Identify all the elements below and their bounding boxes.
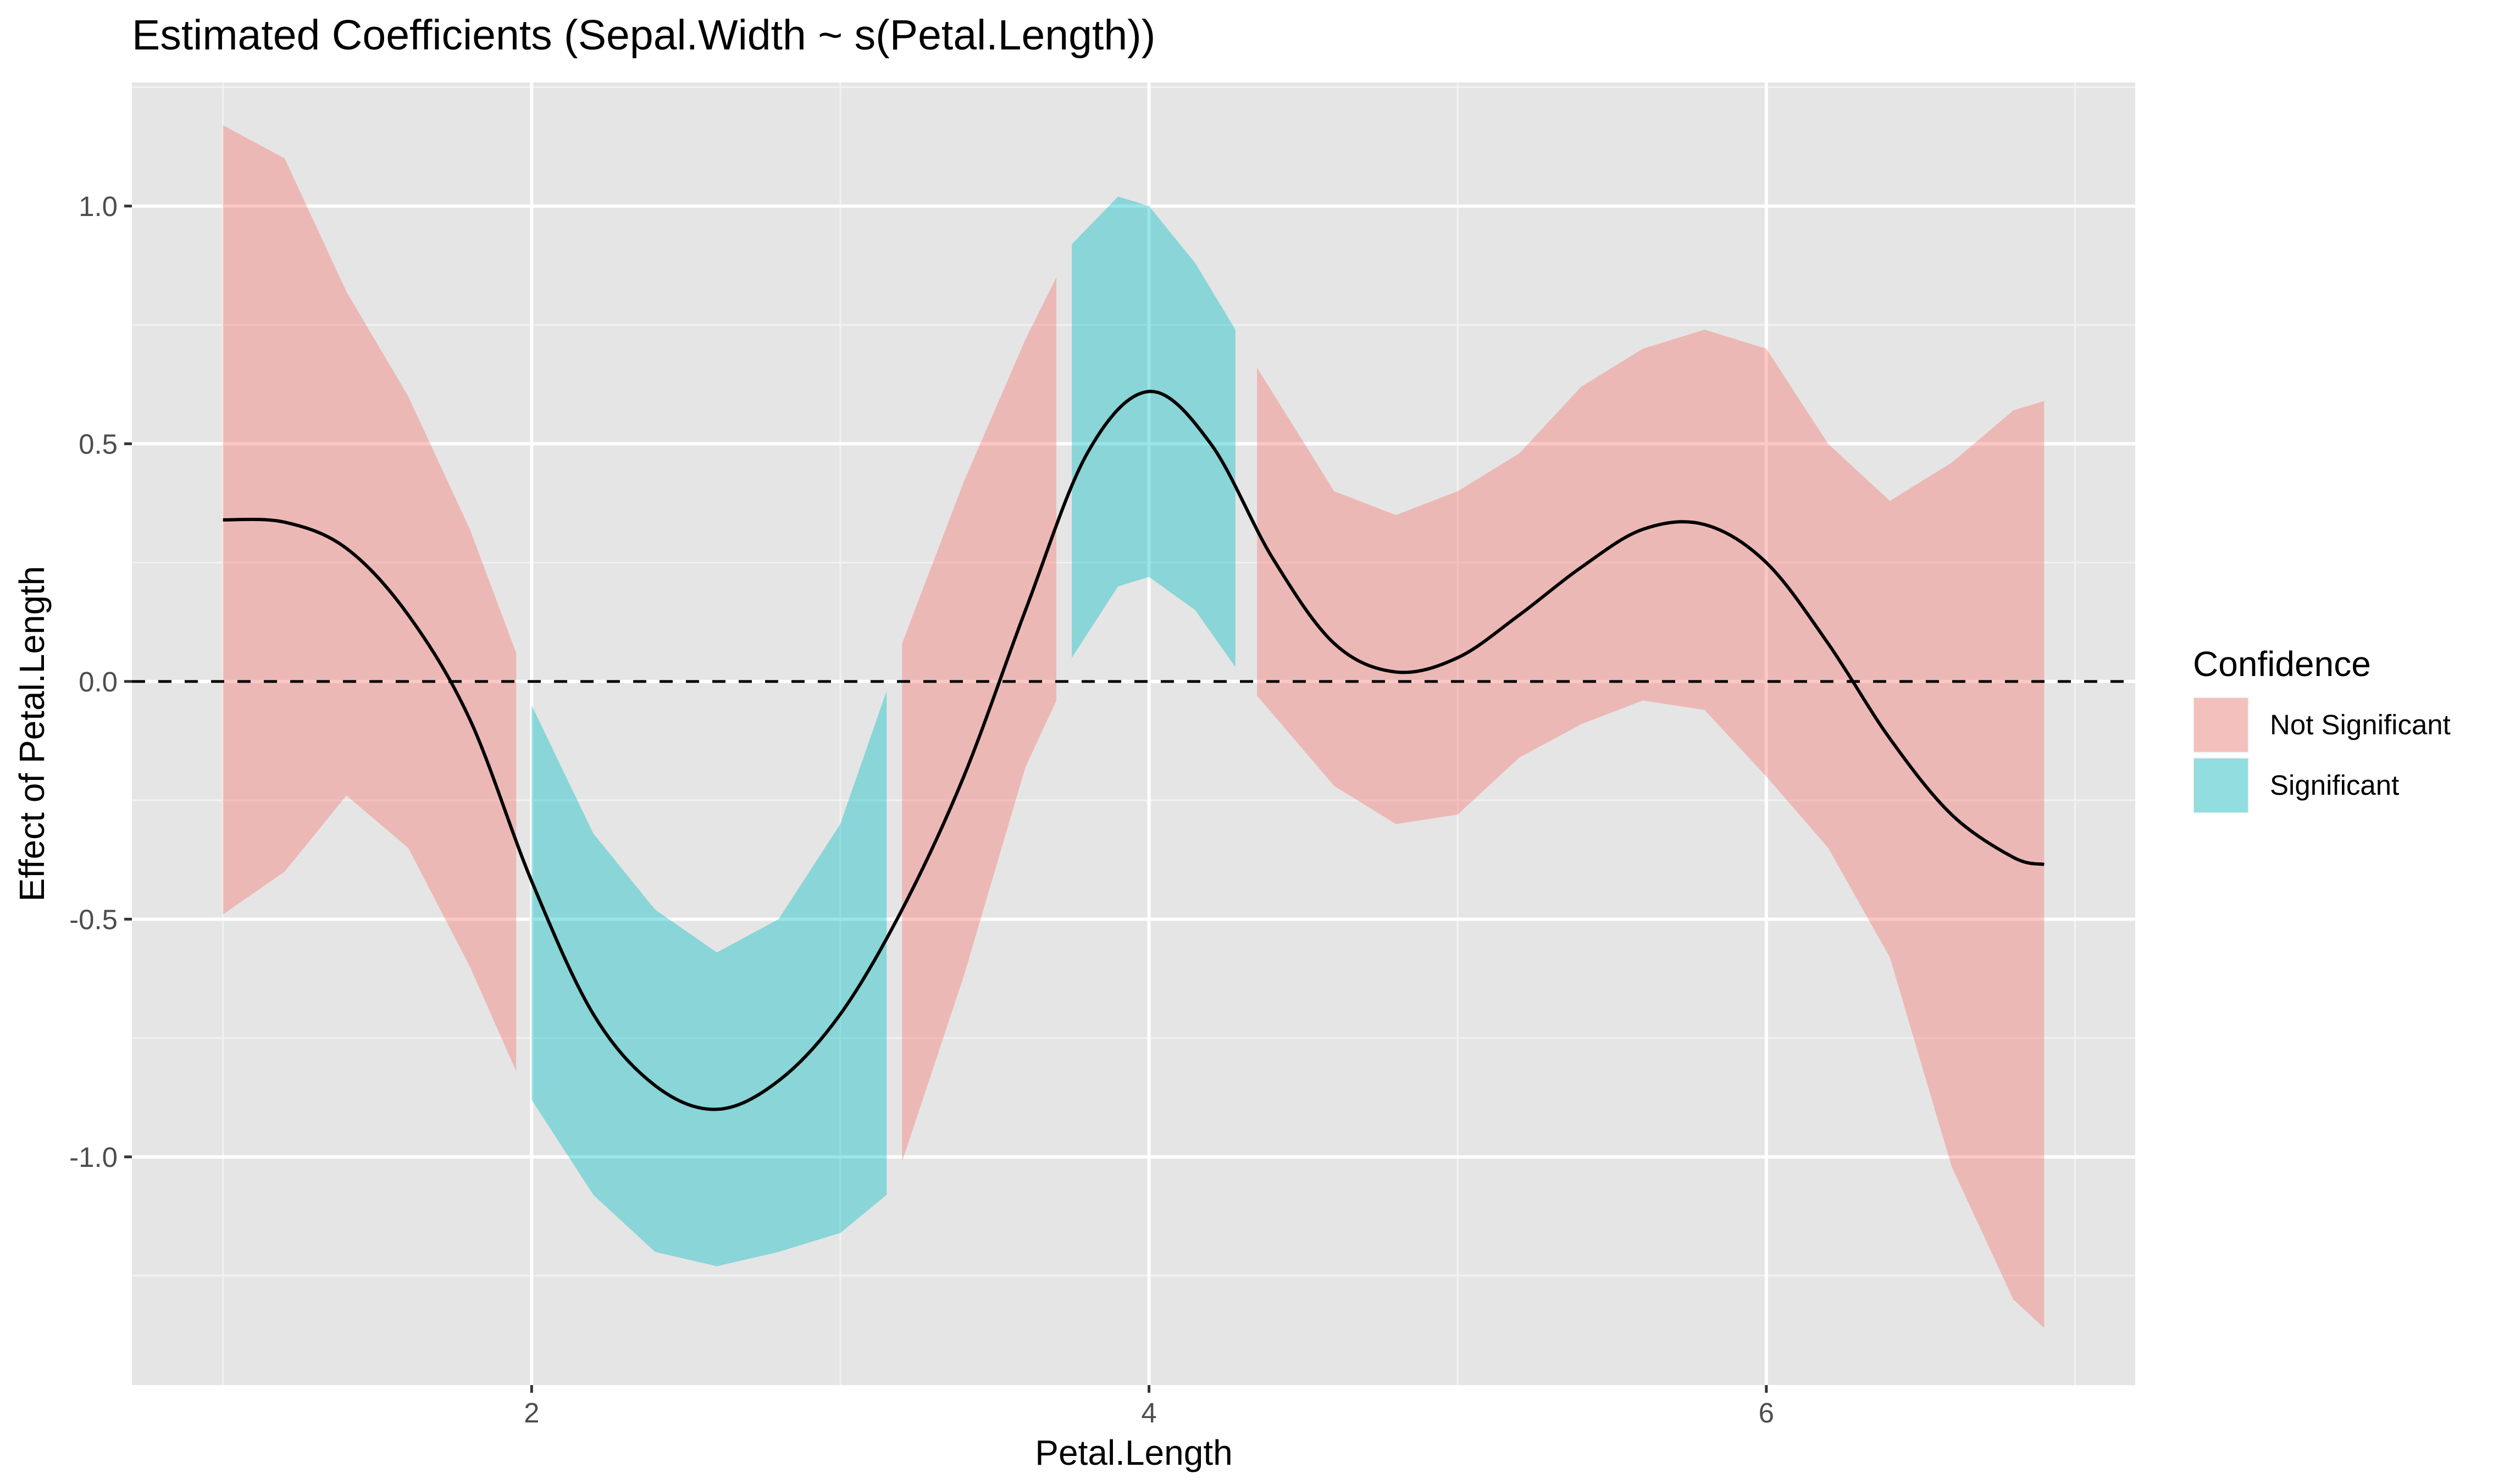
y-tick-label: 1.0 — [79, 191, 118, 222]
estimated-effect-line — [223, 390, 2045, 1111]
y-axis-title: Effect of Petal.Length — [12, 566, 52, 902]
legend-label-significant: Significant — [2270, 769, 2399, 801]
y-tick-label: 0.5 — [79, 428, 118, 459]
x-tick-label: 4 — [1141, 1397, 1156, 1428]
x-axis-title: Petal.Length — [1035, 1433, 1232, 1472]
y-tick-label: -1.0 — [69, 1142, 118, 1173]
legend-key-not-significant — [2193, 697, 2249, 753]
x-axis-ticks: 2 4 6 — [524, 1385, 1774, 1428]
confidence-bands — [223, 125, 2045, 1328]
minor-gridlines — [132, 82, 2135, 1385]
confidence-band-not-significant — [223, 125, 517, 1072]
y-tick-label: 0.0 — [79, 666, 118, 697]
estimate-line-layer — [223, 390, 2045, 1111]
x-tick-label: 6 — [1759, 1397, 1774, 1428]
legend-key-significant — [2193, 757, 2249, 813]
legend-swatch-significant — [2194, 758, 2248, 812]
confidence-band-not-significant — [902, 277, 1057, 1162]
major-gridlines — [132, 82, 2135, 1385]
confidence-band-significant — [531, 691, 887, 1266]
y-tick-label: -0.5 — [69, 904, 118, 935]
legend-title: Confidence — [2193, 644, 2371, 684]
plot-panel — [132, 82, 2135, 1385]
chart-title: Estimated Coefficients (Sepal.Width ~ s(… — [132, 12, 1155, 59]
confidence-band-not-significant — [1257, 329, 2045, 1328]
y-axis-ticks: -1.0 -0.5 0.0 0.5 1.0 — [69, 191, 132, 1173]
legend-swatch-not-significant — [2194, 698, 2248, 752]
x-tick-label: 2 — [524, 1397, 539, 1428]
legend: Confidence Not Significant Significant — [2193, 644, 2451, 813]
confidence-band-significant — [1072, 196, 1236, 667]
legend-label-not-significant: Not Significant — [2270, 709, 2451, 740]
